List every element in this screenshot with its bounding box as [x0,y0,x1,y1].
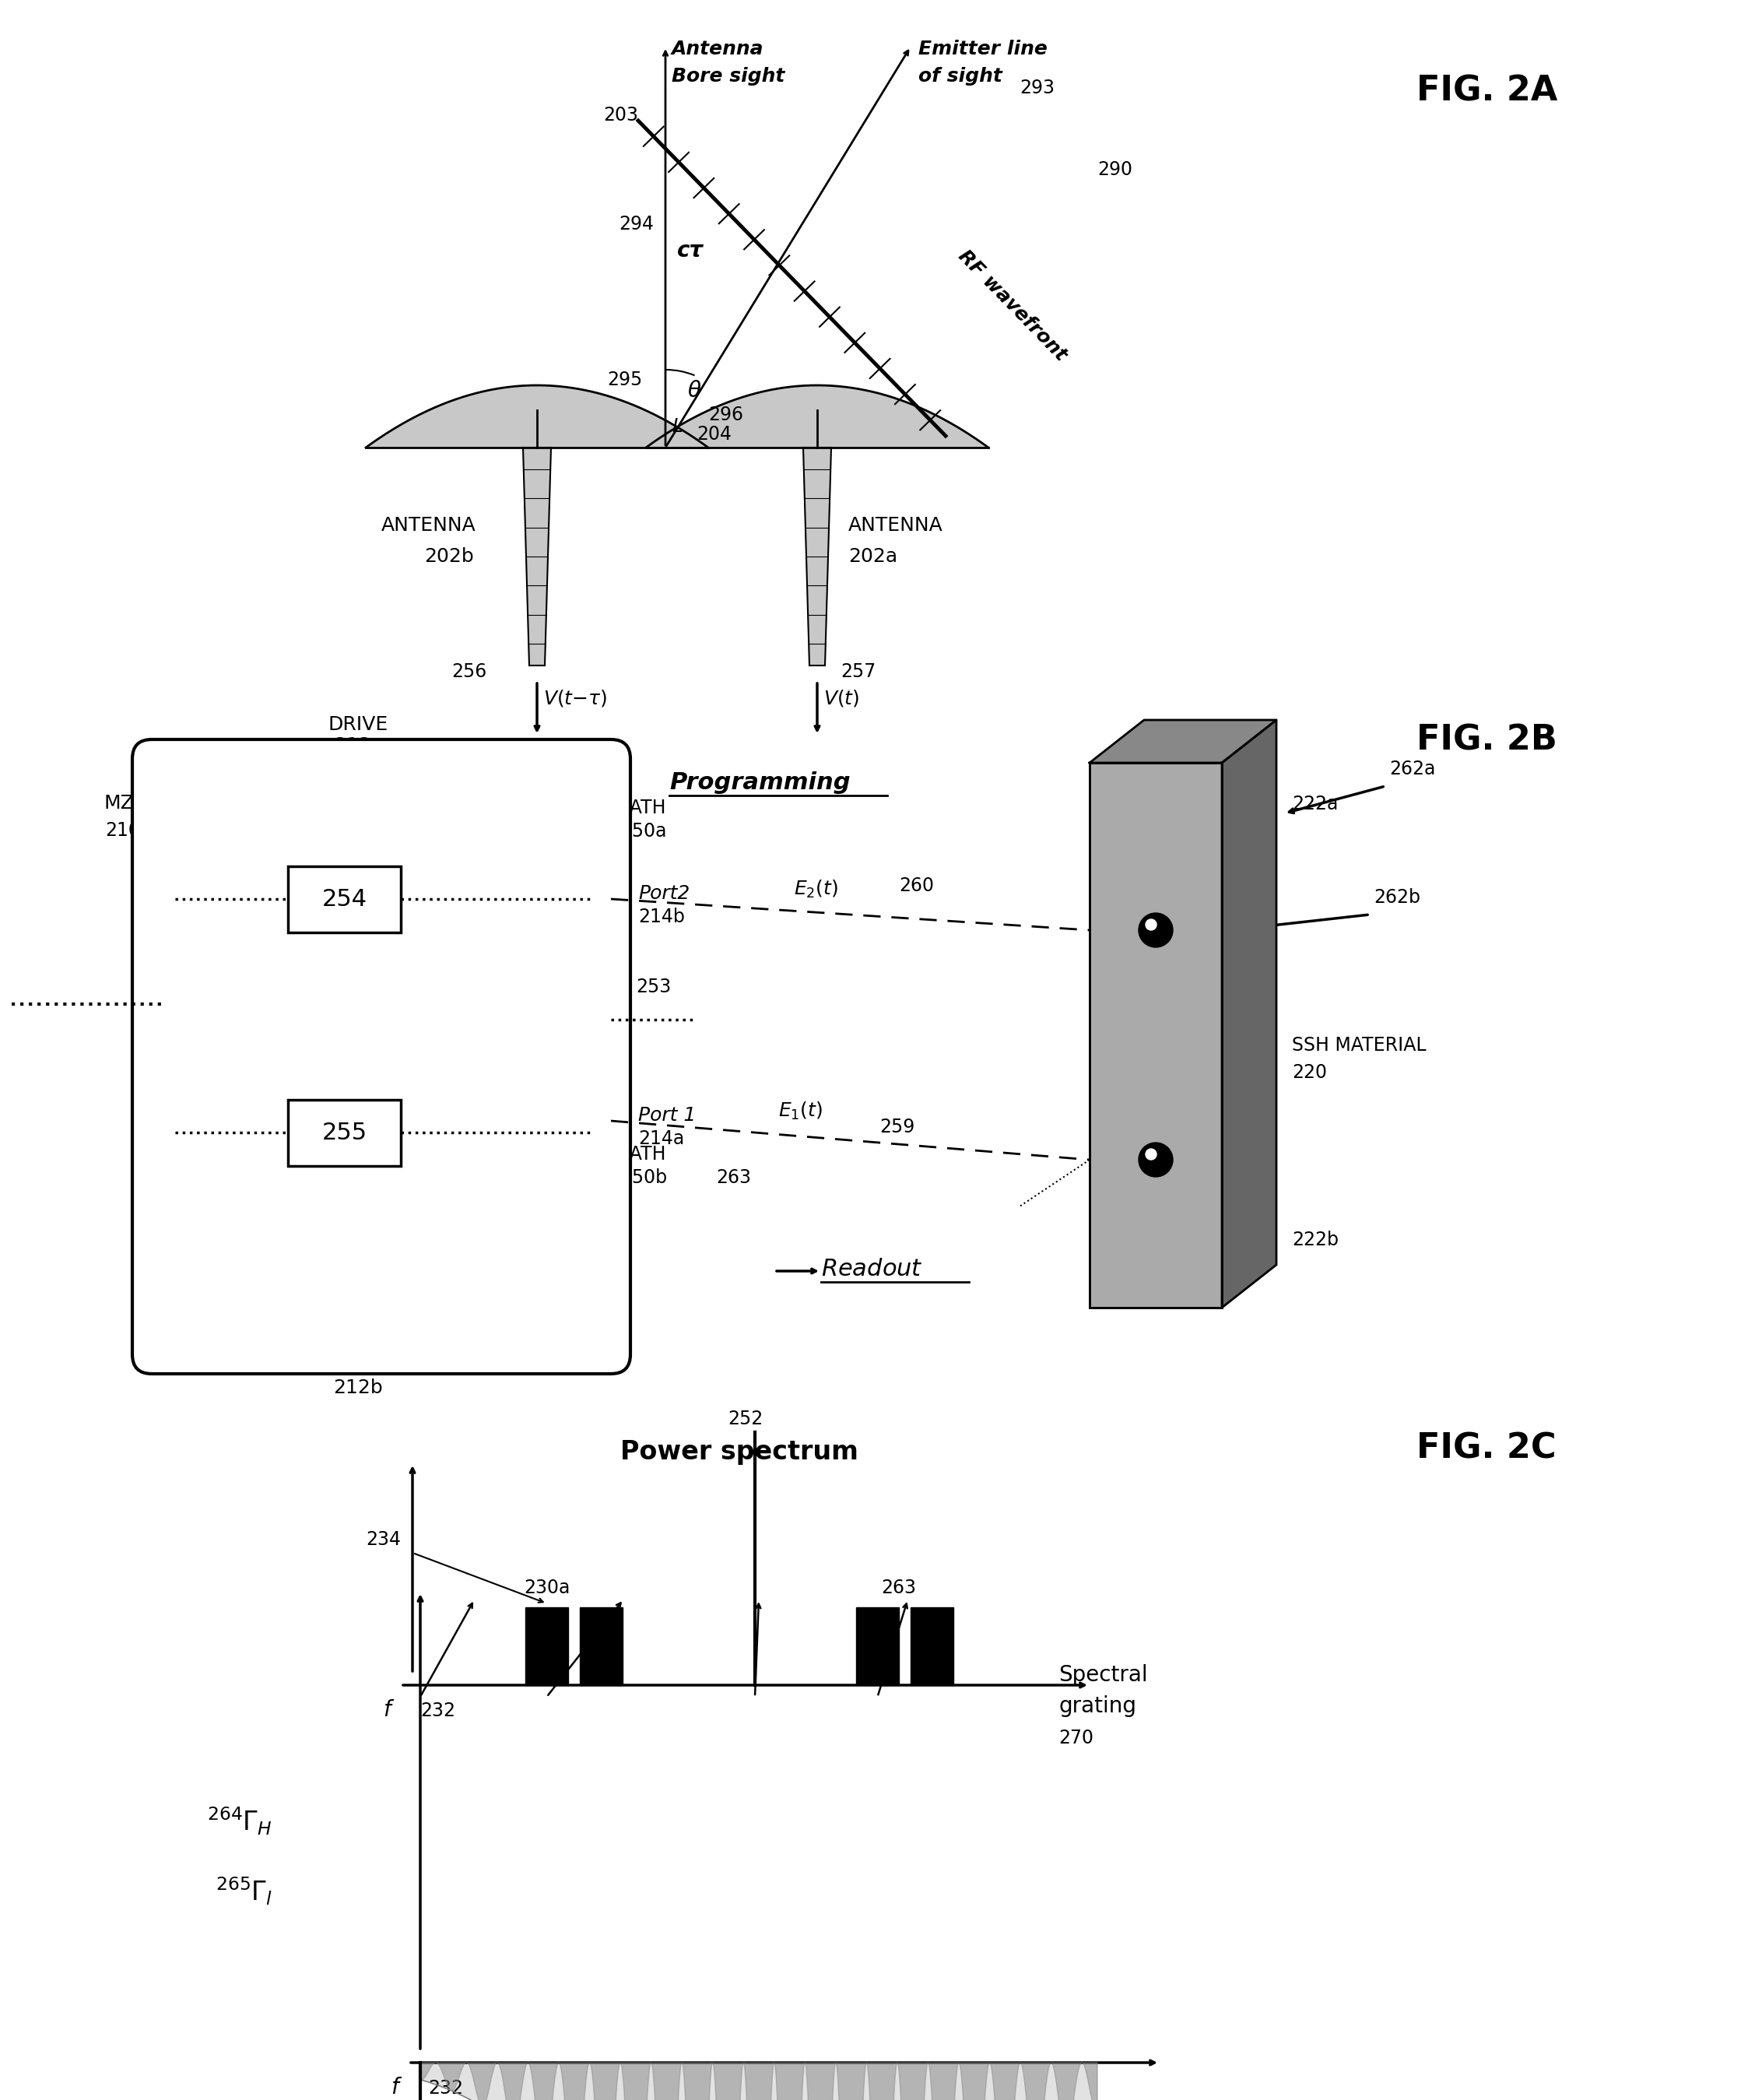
Text: 150a: 150a [621,821,666,840]
Polygon shape [802,447,832,666]
Text: 202b: 202b [425,548,474,565]
Text: 202a: 202a [848,548,897,565]
Text: FIG. 2B: FIG. 2B [1416,724,1557,758]
Text: 260: 260 [898,876,933,895]
Text: Emitter line: Emitter line [918,40,1047,59]
Text: 150b: 150b [621,1168,668,1186]
Text: 262a: 262a [1390,760,1435,779]
Text: 255: 255 [322,1121,367,1144]
Text: 270: 270 [1059,1728,1094,1747]
Text: $E_2(t)$: $E_2(t)$ [794,878,837,901]
Text: MZI: MZI [105,794,140,813]
Polygon shape [911,1606,953,1684]
Text: θ: θ [687,380,701,401]
Text: 290: 290 [1098,160,1133,178]
Text: SSH MATERIAL: SSH MATERIAL [1292,1035,1426,1054]
FancyBboxPatch shape [1089,762,1222,1308]
Text: Port2: Port2 [638,884,690,903]
Polygon shape [857,1606,898,1684]
Text: Spectral: Spectral [1059,1663,1148,1686]
Text: 214a: 214a [638,1130,683,1149]
Text: 263: 263 [717,1168,752,1186]
Polygon shape [580,1606,622,1684]
Text: Power spectrum: Power spectrum [621,1438,858,1466]
Text: Bore sight: Bore sight [671,67,785,86]
Circle shape [1145,920,1157,930]
Text: 232: 232 [428,2079,463,2098]
Text: 257: 257 [841,662,876,680]
Bar [288,1100,400,1166]
Text: DRIVE: DRIVE [329,716,388,735]
Polygon shape [1222,720,1276,1308]
Text: $\mathit{Readout}$: $\mathit{Readout}$ [822,1258,923,1281]
Text: $\mathit{f}$: $\mathit{f}$ [383,1699,395,1720]
Text: 232: 232 [420,1701,454,1720]
Text: 212b: 212b [334,1378,383,1396]
Polygon shape [647,384,988,447]
Text: cτ: cτ [676,239,704,262]
Text: 252: 252 [727,1409,764,1428]
Text: grating: grating [1059,1695,1136,1718]
Polygon shape [526,1606,568,1684]
Text: 222b: 222b [1292,1231,1339,1249]
Text: ANTENNA: ANTENNA [848,517,944,536]
Text: DRIVE: DRIVE [329,1354,388,1373]
Text: FIG. 2A: FIG. 2A [1416,74,1557,107]
Text: 204: 204 [696,424,732,443]
Text: 203: 203 [603,105,638,124]
Text: 263: 263 [881,1579,916,1598]
Text: FIG. 2C: FIG. 2C [1416,1432,1556,1466]
Text: $\phi_{MZ}$: $\phi_{MZ}$ [194,970,234,995]
Polygon shape [420,2062,1098,2100]
Text: ANTENNA: ANTENNA [381,517,475,536]
Text: 256: 256 [451,662,486,680]
Text: 294: 294 [619,214,654,233]
Text: 212a: 212a [334,737,383,756]
Text: 295: 295 [607,370,642,388]
Text: $\mathit{f}$: $\mathit{f}$ [392,2077,402,2098]
Text: 210: 210 [105,821,140,840]
Text: 262b: 262b [1374,888,1421,907]
Text: RF wavefront: RF wavefront [954,246,1070,365]
Text: of sight: of sight [918,67,1002,86]
Polygon shape [420,2062,1098,2100]
Text: Antenna: Antenna [671,40,764,59]
Text: 216: 216 [273,970,308,989]
Text: $^{264}\Gamma_H$: $^{264}\Gamma_H$ [208,1806,273,1837]
Circle shape [1138,1142,1173,1176]
Polygon shape [1089,720,1276,762]
Text: $^{265}\Gamma_l$: $^{265}\Gamma_l$ [215,1875,273,1907]
Text: 293: 293 [1019,78,1054,97]
Polygon shape [523,447,551,666]
Text: 259: 259 [879,1117,914,1136]
Circle shape [1138,913,1173,947]
Text: 253: 253 [636,979,671,995]
Circle shape [1145,1149,1157,1159]
Text: $V(t{-}\tau)$: $V(t{-}\tau)$ [544,689,607,708]
Text: $\mathit{V(t{-}\tau)}$: $\mathit{V(t{-}\tau)}$ [199,1182,276,1207]
Text: PATH: PATH [621,1144,666,1163]
Text: PATH: PATH [621,798,666,817]
Text: 220: 220 [1292,1063,1327,1082]
Bar [288,865,400,932]
Text: L: L [671,418,682,437]
Text: $\mathit{V(t)}$: $\mathit{V(t)}$ [213,781,257,806]
Text: Programming: Programming [669,771,850,794]
Text: Port 1: Port 1 [638,1107,696,1126]
FancyBboxPatch shape [133,739,631,1373]
Text: 214b: 214b [638,907,685,926]
Text: $V(t)$: $V(t)$ [823,689,860,708]
Text: 296: 296 [708,405,743,424]
Text: 222a: 222a [1292,794,1339,813]
Text: 234: 234 [365,1531,400,1550]
Text: 254: 254 [322,888,367,909]
Text: 230a: 230a [524,1579,570,1598]
Text: $E_1(t)$: $E_1(t)$ [778,1100,823,1121]
Polygon shape [365,384,708,447]
